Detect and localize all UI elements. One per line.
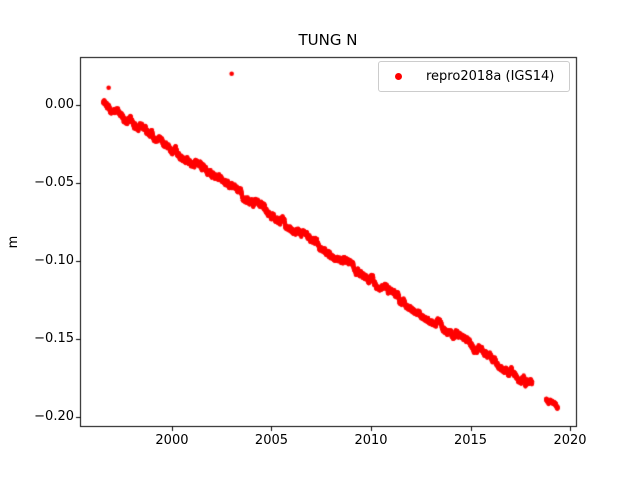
y-tick-label: −0.15 xyxy=(34,331,74,346)
x-tick-label: 2010 xyxy=(354,433,388,448)
y-tick-label: −0.10 xyxy=(34,252,74,268)
x-tick-label: 2000 xyxy=(155,433,189,448)
chart-title: TUNG N xyxy=(298,31,358,49)
y-tick-label: −0.20 xyxy=(34,409,74,424)
x-tick-label: 2005 xyxy=(254,433,289,448)
legend-label: repro2018a (IGS14) xyxy=(426,68,555,84)
y-tick-label: −0.05 xyxy=(34,174,74,190)
y-axis-label: m xyxy=(6,235,21,249)
legend-marker-dot-icon xyxy=(395,73,402,80)
x-tick-label: 2020 xyxy=(553,433,587,448)
y-tick-label: 0.00 xyxy=(45,96,74,112)
legend: repro2018a (IGS14) xyxy=(378,61,570,92)
x-tick-label: 2015 xyxy=(453,433,488,448)
